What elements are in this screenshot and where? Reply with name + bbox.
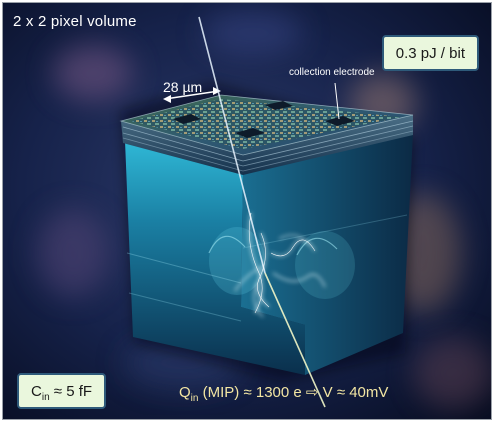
power-consumption-box: 0.3 pJ / bit — [381, 35, 479, 71]
charge-text: (MIP) ≈ 1300 e ⇨ V ≈ 40mV — [198, 384, 389, 401]
power-consumption-label: 0.3 pJ / bit — [395, 45, 465, 62]
capacitance-value: ≈ 5 fF — [49, 383, 93, 400]
collection-electrode-label: collection electrode — [289, 67, 375, 78]
charge-subscript: in — [190, 393, 199, 404]
input-charge-equation: Qin (MIP) ≈ 1300 e ⇨ V ≈ 40mV — [179, 383, 389, 404]
figure-frame: 2 x 2 pixel volume 0.3 pJ / bit collecti… — [2, 2, 492, 420]
input-capacitance-box: Cin ≈ 5 fF — [17, 373, 107, 409]
pixel-volume-illustration — [3, 3, 491, 419]
charge-symbol: Q — [179, 384, 191, 401]
capacitance-subscript: in — [41, 392, 50, 403]
pixel-pitch-label: 28 µm — [163, 79, 203, 95]
capacitance-symbol: C — [31, 383, 42, 400]
figure-title: 2 x 2 pixel volume — [13, 13, 137, 30]
